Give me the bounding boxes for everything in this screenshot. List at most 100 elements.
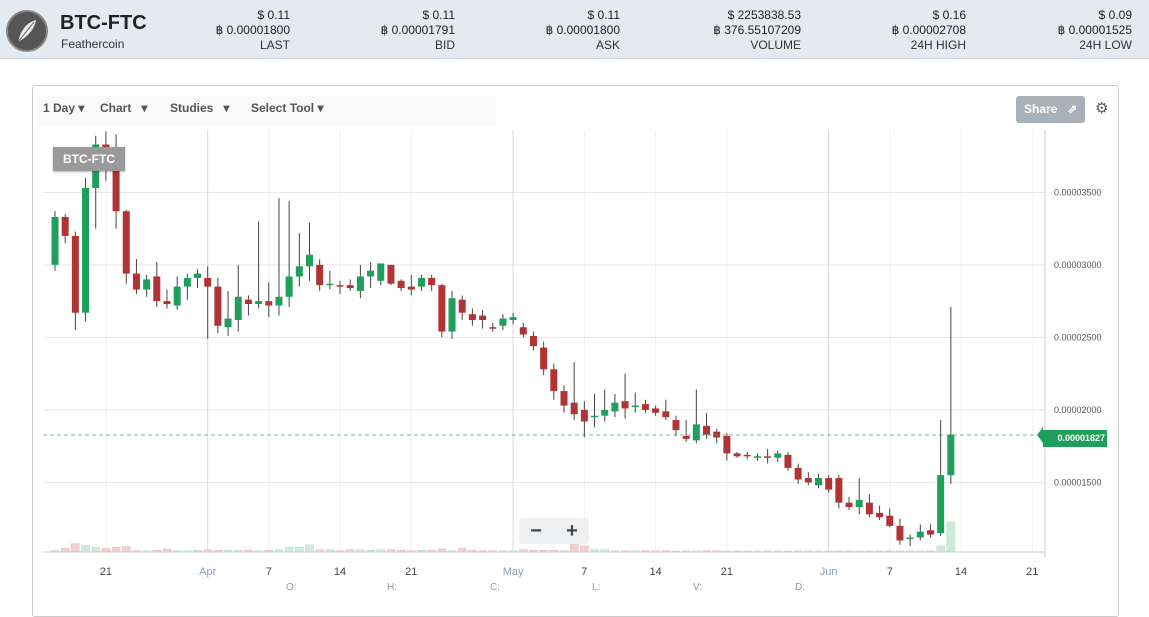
candle <box>713 428 721 444</box>
stat-usd: $ 0.16 <box>932 8 966 22</box>
candle-body <box>132 273 140 290</box>
candle-body <box>540 347 548 370</box>
candle-body <box>723 435 731 454</box>
chart-toolbar <box>38 96 496 126</box>
candle <box>835 475 843 509</box>
candle-body <box>509 317 517 320</box>
candle-body <box>163 301 171 305</box>
candle-body <box>947 434 955 476</box>
zoom-out-button[interactable]: − <box>530 520 542 542</box>
studies-label: Studies <box>170 101 214 115</box>
candle <box>560 385 568 413</box>
candle <box>784 451 792 471</box>
x-tick-label: 21 <box>100 566 112 578</box>
candle-body <box>662 411 670 418</box>
candle <box>804 472 812 486</box>
volume-bar <box>81 545 90 553</box>
candle <box>285 201 293 307</box>
stat-label: ASK <box>595 38 620 52</box>
candle <box>336 280 344 294</box>
chevron-down-icon: ▾ <box>314 101 324 115</box>
chart-grid <box>43 130 1045 552</box>
candle-body <box>672 420 680 431</box>
candle <box>51 211 59 271</box>
candle <box>367 261 375 289</box>
symbol-badge: BTC-FTC <box>53 147 125 171</box>
candle-body <box>244 299 252 305</box>
chart-axes: 0.00003500 0.00003000 0.00002500 0.00002000… <box>43 130 1102 578</box>
candle <box>489 322 497 332</box>
candle <box>947 306 955 484</box>
candle <box>397 279 405 291</box>
candle <box>163 289 171 309</box>
candle <box>132 259 140 294</box>
x-tick-label: 7 <box>266 566 272 578</box>
x-tick-label: 7 <box>581 566 587 578</box>
candle <box>926 524 934 538</box>
candle <box>764 449 772 464</box>
candle <box>896 518 904 545</box>
candle <box>815 473 822 489</box>
candle-body <box>295 266 303 277</box>
candle-body <box>580 409 588 422</box>
chart-type-dropdown[interactable]: Chart ▾ <box>100 101 147 115</box>
candle <box>652 405 660 416</box>
candle <box>743 451 751 460</box>
ohlc-volume-label: V: <box>693 582 703 593</box>
candle <box>122 209 130 284</box>
stat-usd: $ 0.11 <box>422 8 455 22</box>
candle-body <box>285 276 293 297</box>
gear-icon[interactable]: ⚙ <box>1095 100 1109 117</box>
candle-body <box>764 456 772 458</box>
candle <box>82 177 90 322</box>
candle <box>295 232 303 287</box>
candle-body <box>346 285 354 289</box>
volume-bars <box>50 521 956 553</box>
price-chart[interactable]: 0.00003500 0.00003000 0.00002500 0.00002000… <box>0 0 1149 604</box>
candle-body <box>916 531 924 538</box>
candle <box>855 478 863 515</box>
candle <box>194 269 202 289</box>
candle <box>621 373 629 419</box>
candle <box>153 261 161 307</box>
zoom-in-button[interactable]: + <box>566 520 578 542</box>
candle <box>845 496 853 510</box>
candle <box>61 214 69 244</box>
candle-body <box>815 478 822 486</box>
candle-body <box>621 401 629 409</box>
candle-body <box>397 280 405 289</box>
studies-dropdown[interactable]: Studies ▾ <box>170 101 229 115</box>
ohlc-close-label: C: <box>490 582 500 593</box>
candle-body <box>377 263 385 281</box>
candle-body <box>173 286 181 306</box>
candle-body <box>356 276 364 291</box>
candle <box>611 393 619 418</box>
candle-body <box>652 408 660 413</box>
candle <box>438 283 446 338</box>
stat-btc: ฿ 376.55107209 <box>713 23 801 37</box>
candle-body <box>855 499 863 508</box>
candle-body <box>865 502 873 515</box>
stat-usd: $ 2253838.53 <box>727 8 801 22</box>
select-tool-dropdown[interactable]: Select Tool ▾ <box>251 101 323 115</box>
candle-body <box>529 335 537 347</box>
chevron-down-icon: ▾ <box>131 101 148 115</box>
share-button[interactable]: Share ⇗ <box>1016 96 1085 123</box>
volume-bar <box>295 546 304 553</box>
candle <box>937 420 945 537</box>
stat-btc: ฿ 0.00001791 <box>380 23 455 37</box>
candle <box>774 450 782 463</box>
candle <box>428 275 436 291</box>
candle <box>723 433 731 461</box>
candle-body <box>937 475 945 534</box>
x-tick-label: 14 <box>334 566 346 578</box>
candle-body <box>926 530 934 535</box>
candle <box>479 309 487 329</box>
stat-label: BID <box>434 38 455 52</box>
interval-dropdown[interactable]: 1 Day ▾ <box>43 101 84 115</box>
stat-btc: ฿ 0.00002708 <box>891 23 966 37</box>
candle <box>682 420 690 442</box>
candle-body <box>835 478 843 503</box>
candle-body <box>255 301 263 305</box>
candle-body <box>326 283 334 286</box>
